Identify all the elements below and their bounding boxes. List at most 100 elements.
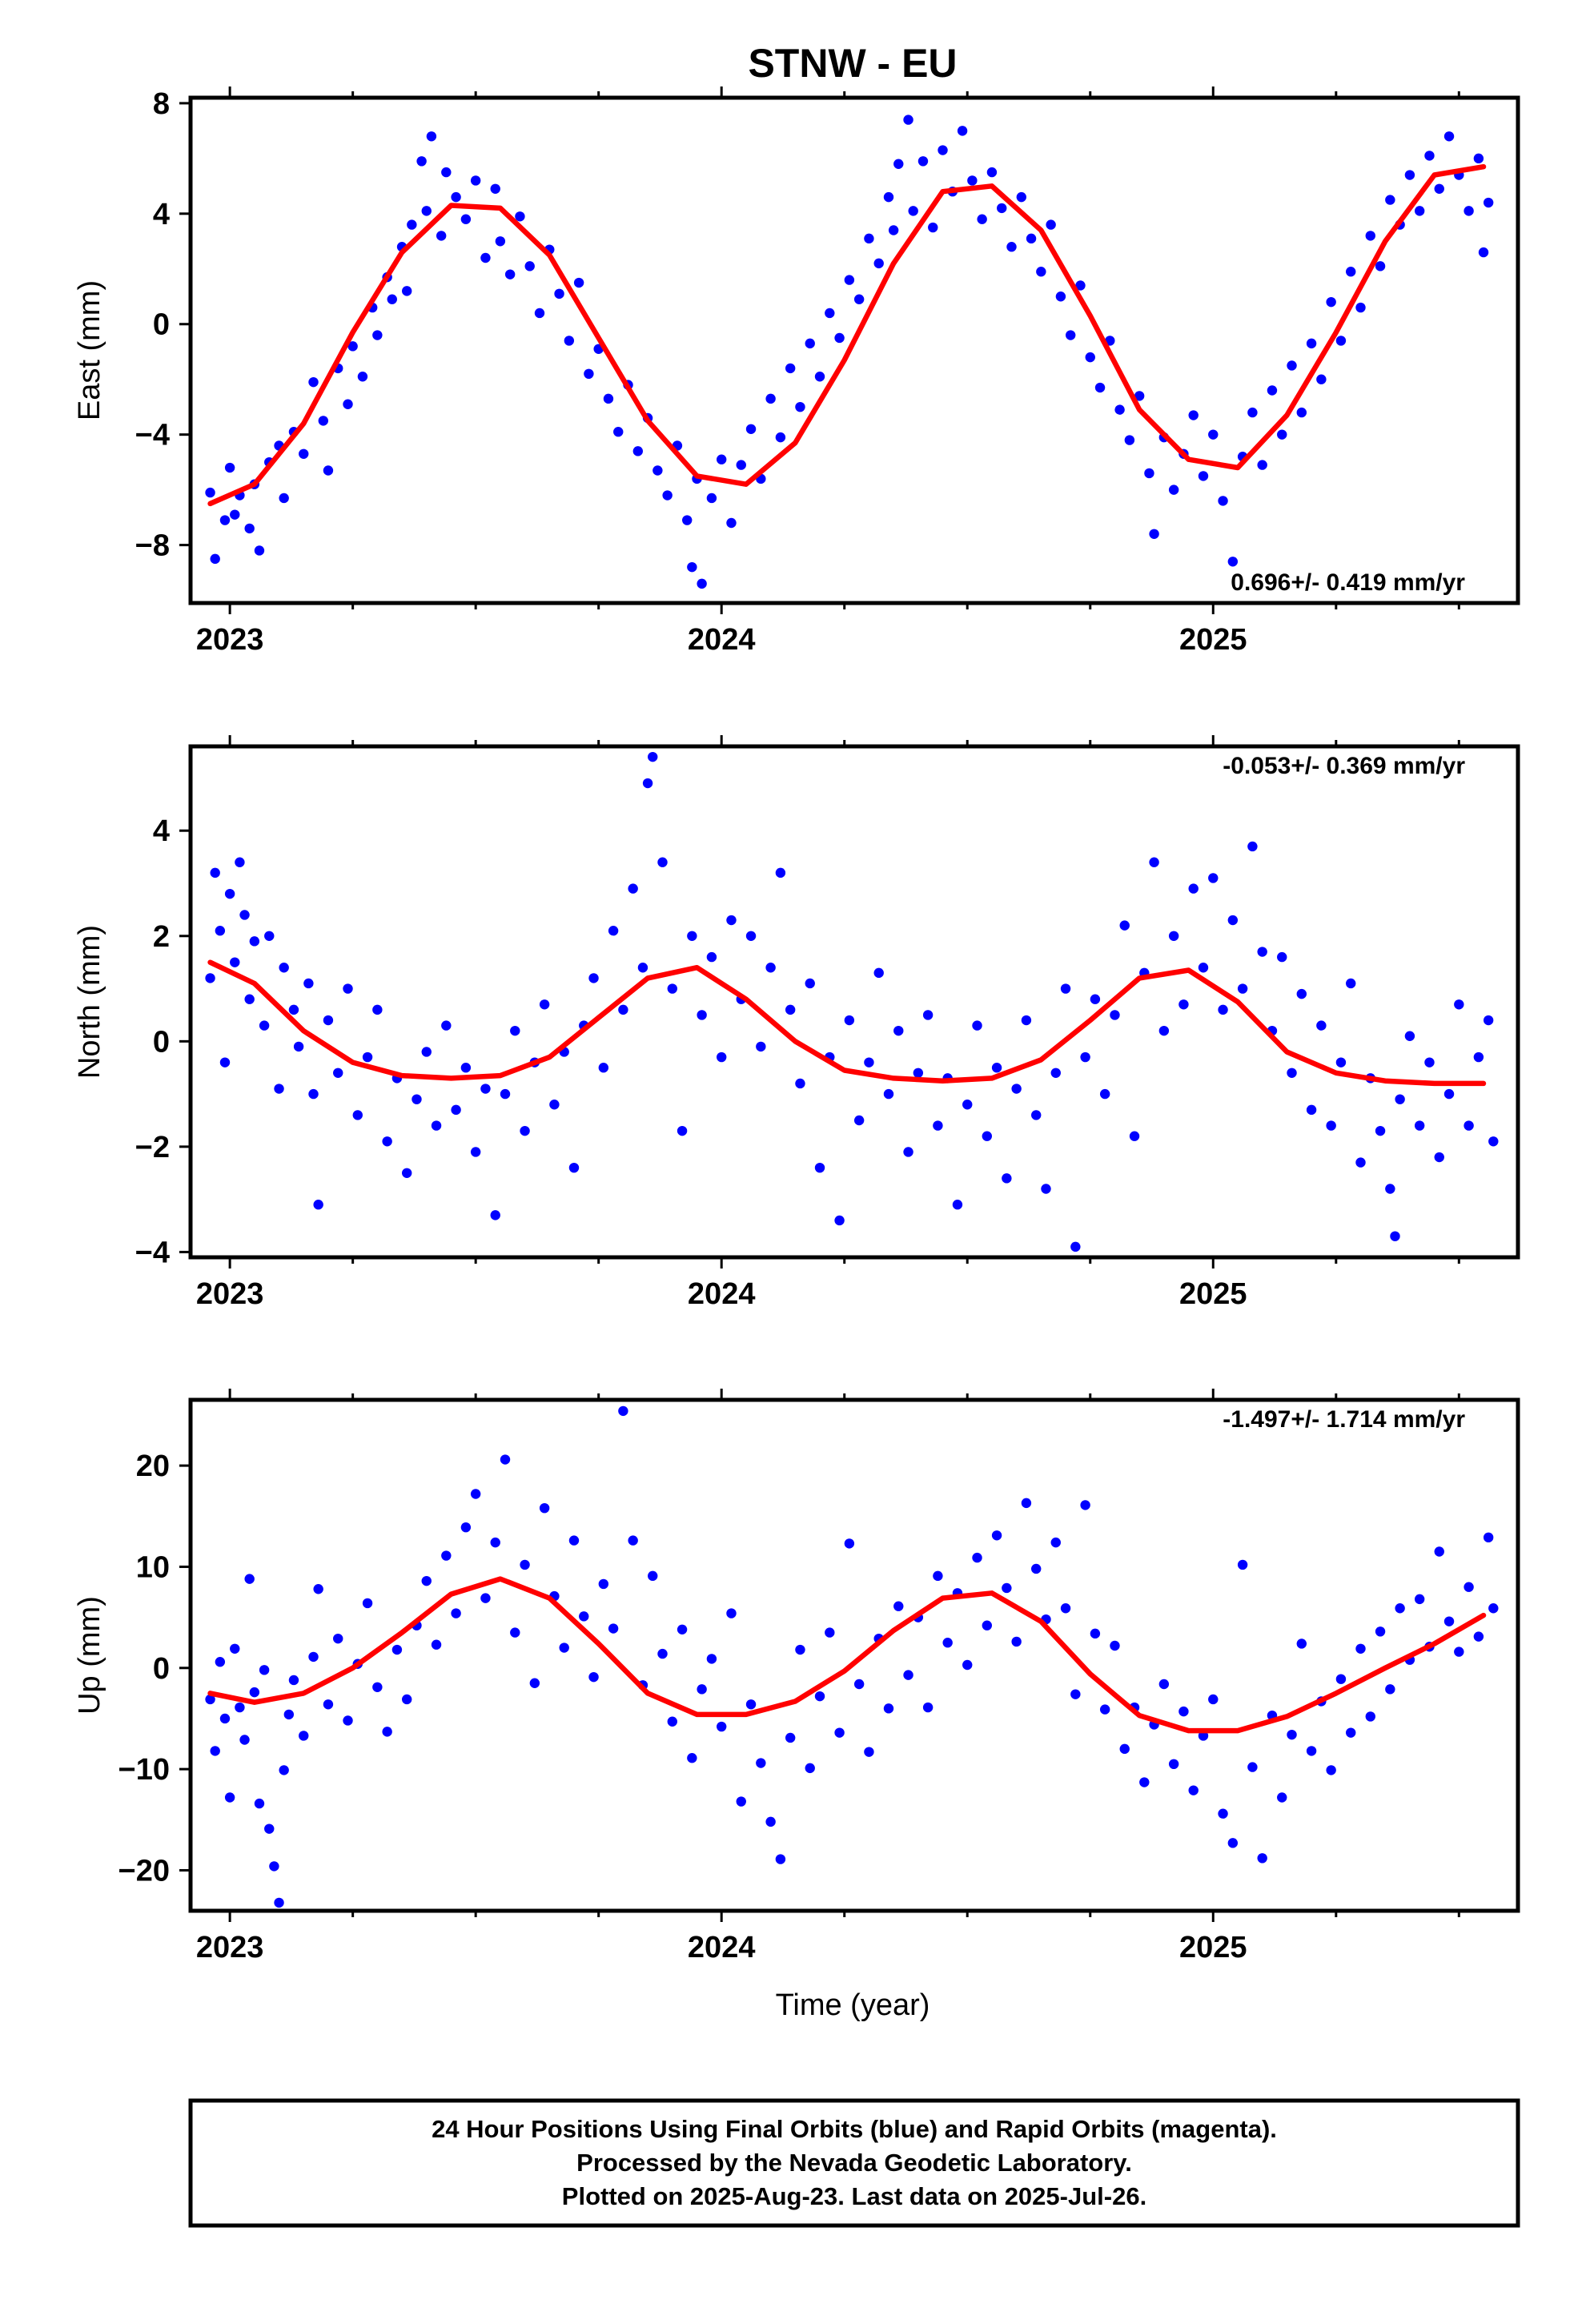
data-point <box>235 857 245 867</box>
data-point <box>991 1530 1002 1541</box>
data-point <box>785 1732 796 1743</box>
data-point <box>1443 1616 1455 1626</box>
data-point <box>1139 1777 1150 1787</box>
data-point <box>883 191 894 203</box>
data-point <box>490 1537 500 1548</box>
data-point <box>1414 1594 1425 1605</box>
data-point <box>588 973 599 983</box>
data-point <box>372 1682 383 1692</box>
data-point <box>239 910 250 920</box>
data-point <box>814 372 825 382</box>
y-tick-label: 10 <box>136 1550 170 1584</box>
data-point <box>1218 1004 1228 1015</box>
data-point <box>697 1010 707 1020</box>
data-point <box>249 1687 260 1698</box>
data-point <box>1070 1689 1081 1699</box>
data-point <box>303 978 314 989</box>
y-tick-label: 0 <box>153 1025 170 1059</box>
data-point <box>372 1004 383 1015</box>
data-point <box>1227 557 1239 567</box>
data-point <box>1124 435 1135 445</box>
data-point <box>1385 195 1395 205</box>
data-point <box>1277 1792 1287 1803</box>
data-point <box>1119 1743 1130 1755</box>
data-point <box>1335 1057 1347 1068</box>
data-point <box>613 427 624 437</box>
data-point <box>1149 529 1159 539</box>
y-tick-label: 8 <box>153 87 170 121</box>
data-point <box>608 926 619 936</box>
data-point <box>1110 1640 1120 1651</box>
east-panel: −8 −4 0 4 8 2023 2024 2025 East (mm) 0.696+/- 0.4… <box>73 86 1520 657</box>
data-point <box>687 931 697 941</box>
data-point <box>1473 153 1484 164</box>
data-point <box>1247 1762 1258 1772</box>
data-point <box>775 867 786 879</box>
data-point <box>642 778 653 789</box>
data-point <box>352 1110 363 1120</box>
data-point <box>205 973 215 983</box>
data-point <box>736 1796 746 1807</box>
data-point <box>903 1147 913 1157</box>
data-point <box>913 1068 924 1078</box>
data-point <box>1296 407 1307 418</box>
y-tick-label: 20 <box>136 1449 170 1483</box>
data-point <box>279 1765 289 1775</box>
data-point <box>745 1699 757 1710</box>
data-point <box>1346 267 1356 277</box>
data-point <box>436 231 447 241</box>
data-point <box>756 1041 766 1052</box>
data-point <box>682 515 693 525</box>
data-point <box>431 1639 442 1650</box>
data-point <box>495 236 506 247</box>
data-point <box>441 1020 452 1031</box>
east-y-axis-label: East (mm) <box>73 280 106 420</box>
data-point <box>1158 1025 1170 1036</box>
data-point <box>805 338 815 349</box>
data-point <box>1306 1104 1317 1116</box>
data-point <box>215 1657 226 1667</box>
data-point <box>407 219 417 230</box>
data-point <box>313 1584 323 1594</box>
data-point <box>343 1715 353 1726</box>
x-tick-label: 2024 <box>688 1277 756 1311</box>
data-point <box>1129 1131 1140 1141</box>
chart-title: STNW - EU <box>748 41 957 86</box>
data-point <box>1443 131 1455 142</box>
data-point <box>1287 1068 1297 1078</box>
data-point <box>343 983 353 994</box>
footer-box: 24 Hour Positions Using Final Orbits (bl… <box>188 2098 1520 2228</box>
data-point <box>299 1731 309 1741</box>
y-tick-label: 4 <box>153 814 170 848</box>
data-point <box>520 1125 530 1136</box>
data-point <box>864 1057 874 1068</box>
data-point <box>333 1068 343 1078</box>
data-point <box>608 1623 619 1634</box>
data-point <box>1326 296 1336 308</box>
data-point <box>844 1015 855 1026</box>
data-point <box>1090 994 1101 1004</box>
x-tick-label: 2023 <box>196 1931 264 1964</box>
data-point <box>1227 1838 1239 1848</box>
data-point <box>1080 1500 1090 1510</box>
data-point <box>1011 1636 1022 1647</box>
data-point <box>662 490 673 501</box>
data-point <box>697 578 707 589</box>
data-point <box>1036 267 1046 277</box>
data-point <box>279 493 289 504</box>
data-point <box>933 1570 943 1582</box>
data-point <box>687 561 697 573</box>
data-point <box>1355 302 1366 313</box>
data-point <box>1267 385 1278 396</box>
y-tick-label: −2 <box>135 1131 170 1164</box>
data-point <box>219 515 231 525</box>
data-point <box>1168 485 1179 495</box>
y-tick-label: −4 <box>135 419 170 452</box>
data-point <box>805 1763 815 1774</box>
data-point <box>873 967 884 979</box>
data-point <box>962 1100 973 1110</box>
data-point <box>1316 374 1327 384</box>
data-point <box>785 1004 796 1015</box>
up-fit-curve <box>207 1576 1487 1734</box>
data-point <box>1134 391 1145 401</box>
